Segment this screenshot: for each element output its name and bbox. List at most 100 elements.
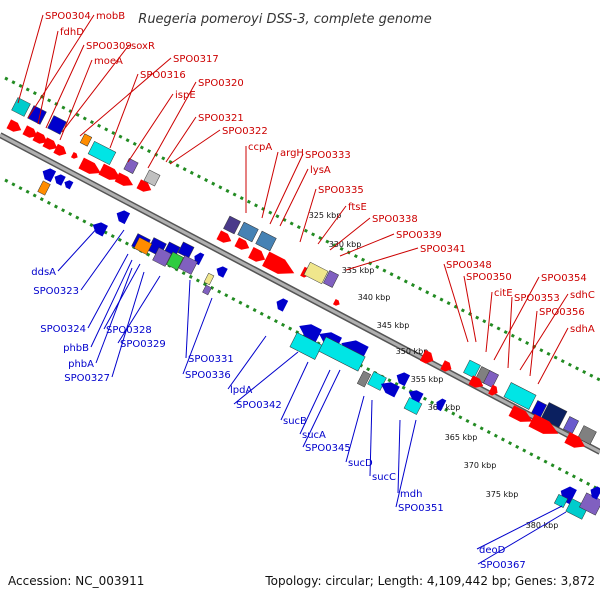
gene-box[interactable] xyxy=(202,284,212,296)
reverse-gene-label[interactable]: SPO0328 xyxy=(106,325,152,336)
reverse-gene-arrow[interactable] xyxy=(63,179,74,190)
forward-gene-label[interactable]: SPO0309 xyxy=(86,41,132,52)
forward-gene-arrow[interactable] xyxy=(564,432,587,452)
reverse-gene-label[interactable]: SPO0345 xyxy=(305,443,351,454)
forward-gene-arrow[interactable] xyxy=(98,163,123,185)
reverse-gene-label[interactable]: phbA xyxy=(68,359,94,370)
forward-gene-label[interactable]: SPO0316 xyxy=(140,70,186,81)
reverse-gene-arrow[interactable] xyxy=(406,387,424,403)
reverse-gene-arrow[interactable] xyxy=(274,296,289,312)
gene-box[interactable] xyxy=(166,251,184,271)
forward-gene-arrow[interactable] xyxy=(440,360,453,373)
gene-box[interactable] xyxy=(289,332,323,360)
forward-gene-arrow[interactable] xyxy=(248,247,268,265)
reverse-gene-label[interactable]: SPO0327 xyxy=(64,373,110,384)
forward-gene-label[interactable]: citE xyxy=(494,288,513,299)
reverse-gene-label[interactable]: SPO0351 xyxy=(398,503,444,514)
gene-box[interactable] xyxy=(483,370,499,388)
reverse-gene-label[interactable]: lpdA xyxy=(230,385,252,396)
reverse-gene-arrow[interactable] xyxy=(40,166,57,183)
forward-gene-arrow[interactable] xyxy=(488,384,500,398)
forward-gene-label[interactable]: soxR xyxy=(131,41,155,52)
forward-gene-arrow[interactable] xyxy=(419,349,436,366)
reverse-gene-label[interactable]: SPO0336 xyxy=(185,370,231,381)
gene-box[interactable] xyxy=(143,169,161,187)
forward-gene-label[interactable]: SPO0321 xyxy=(198,113,244,124)
gene-box[interactable] xyxy=(577,425,597,445)
forward-gene-label[interactable]: SPO0350 xyxy=(466,272,512,283)
reverse-gene-label[interactable]: sucA xyxy=(302,430,326,441)
forward-gene-label[interactable]: SPO0335 xyxy=(318,185,364,196)
forward-gene-label[interactable]: SPO0348 xyxy=(446,260,492,271)
forward-gene-label[interactable]: sdhC xyxy=(570,290,595,301)
reverse-gene-label[interactable]: SPO0324 xyxy=(40,324,86,335)
forward-gene-label[interactable]: SPO0304 xyxy=(45,11,91,22)
forward-gene-label[interactable]: SPO0320 xyxy=(198,78,244,89)
forward-gene-arrow[interactable] xyxy=(468,375,485,390)
gene-box[interactable] xyxy=(553,493,569,509)
forward-gene-arrow[interactable] xyxy=(216,230,233,245)
forward-gene-arrow[interactable] xyxy=(70,151,79,160)
forward-gene-arrow[interactable] xyxy=(22,125,39,140)
gene-box[interactable] xyxy=(323,270,339,288)
gene-box[interactable] xyxy=(11,97,31,117)
reverse-gene-label[interactable]: deoD xyxy=(479,545,506,556)
reverse-gene-label[interactable]: phbB xyxy=(63,343,89,354)
gene-box[interactable] xyxy=(152,247,172,267)
gene-box[interactable] xyxy=(303,261,329,285)
reverse-gene-arrow[interactable] xyxy=(378,379,400,398)
gene-box[interactable] xyxy=(356,370,372,388)
forward-gene-arrow[interactable] xyxy=(42,137,59,152)
forward-gene-arrow[interactable] xyxy=(6,119,23,134)
reverse-gene-arrow[interactable] xyxy=(52,172,66,186)
gene-box[interactable] xyxy=(178,255,198,275)
gene-box[interactable] xyxy=(27,105,47,125)
forward-gene-label[interactable]: SPO0353 xyxy=(514,293,560,304)
reverse-gene-arrow[interactable] xyxy=(90,219,108,237)
reverse-gene-label[interactable]: ddsA xyxy=(31,267,56,278)
reverse-gene-label[interactable]: SPO0367 xyxy=(480,560,526,571)
gene-box[interactable] xyxy=(79,133,93,147)
forward-gene-arrow[interactable] xyxy=(53,143,68,158)
reverse-gene-label[interactable]: mdh xyxy=(400,489,422,500)
forward-gene-arrow[interactable] xyxy=(234,237,251,252)
reverse-gene-arrow[interactable] xyxy=(114,208,131,225)
forward-gene-label[interactable]: mobB xyxy=(96,11,125,22)
reverse-gene-arrow[interactable] xyxy=(434,397,447,412)
gene-box[interactable] xyxy=(503,382,537,410)
gene-box[interactable] xyxy=(47,115,67,135)
gene-box[interactable] xyxy=(177,241,195,259)
forward-gene-arrow[interactable] xyxy=(136,179,153,194)
forward-gene-label[interactable]: SPO0338 xyxy=(372,214,418,225)
reverse-gene-label[interactable]: sucC xyxy=(372,472,396,483)
forward-gene-label[interactable]: argH xyxy=(280,148,304,159)
forward-gene-arrow[interactable] xyxy=(78,157,103,179)
forward-gene-label[interactable]: SPO0333 xyxy=(305,150,351,161)
forward-gene-arrow[interactable] xyxy=(114,172,136,189)
gene-box[interactable] xyxy=(565,498,589,520)
reverse-gene-label[interactable]: SPO0329 xyxy=(120,339,166,350)
gene-box[interactable] xyxy=(37,180,51,196)
gene-box[interactable] xyxy=(87,140,117,166)
reverse-gene-arrow[interactable] xyxy=(394,370,411,387)
gene-box[interactable] xyxy=(223,215,241,235)
forward-gene-label[interactable]: lysA xyxy=(310,165,331,176)
gene-box[interactable] xyxy=(255,230,277,252)
forward-gene-arrow[interactable] xyxy=(528,413,561,440)
forward-gene-label[interactable]: SPO0317 xyxy=(173,54,219,65)
forward-gene-label[interactable]: SPO0341 xyxy=(420,244,466,255)
forward-gene-label[interactable]: SPO0354 xyxy=(541,273,587,284)
reverse-gene-label[interactable]: sucB xyxy=(283,416,307,427)
forward-gene-label[interactable]: sdhA xyxy=(570,324,595,335)
forward-gene-arrow[interactable] xyxy=(32,131,49,146)
gene-box[interactable] xyxy=(463,359,481,379)
reverse-gene-label[interactable]: sucD xyxy=(348,458,373,469)
forward-gene-label[interactable]: ispE xyxy=(175,90,196,101)
reverse-gene-label[interactable]: SPO0331 xyxy=(188,354,234,365)
gene-box[interactable] xyxy=(237,221,259,243)
forward-gene-arrow[interactable] xyxy=(262,251,298,281)
reverse-gene-label[interactable]: SPO0342 xyxy=(236,400,282,411)
gene-box[interactable] xyxy=(203,272,215,286)
gene-box[interactable] xyxy=(563,416,579,434)
gene-box[interactable] xyxy=(318,336,366,372)
